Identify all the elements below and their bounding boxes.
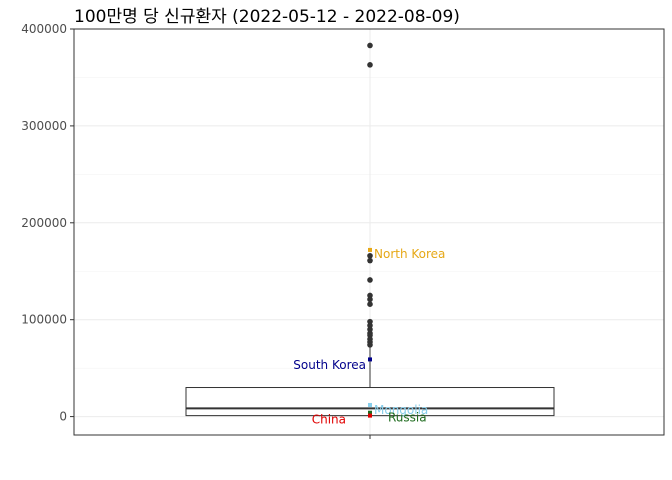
outlier-point <box>367 296 373 303</box>
grid <box>74 28 664 435</box>
outlier-point <box>367 342 373 348</box>
outlier-point <box>367 292 373 299</box>
highlight-point <box>368 413 372 418</box>
highlight-point <box>368 410 372 415</box>
highlight-point <box>368 247 372 252</box>
outlier-point <box>367 332 373 338</box>
y-tick-label: 300000 <box>21 119 67 133</box>
y-tick-label: 100000 <box>21 313 67 327</box>
outlier-point <box>367 62 373 68</box>
highlight-point <box>368 402 372 407</box>
outlier-point <box>367 322 373 329</box>
y-tick-label: 400000 <box>21 22 67 36</box>
outlier-point <box>367 318 373 325</box>
y-axis: 0 100000 200000 300000 400000 <box>21 22 371 439</box>
outlier-point <box>367 301 373 307</box>
y-tick-label: 200000 <box>21 216 67 230</box>
outlier-point <box>367 252 373 259</box>
plot-panel-border <box>73 28 665 436</box>
highlight-point <box>368 357 372 362</box>
country-label: North Korea <box>374 247 445 261</box>
y-tick-label: 0 <box>59 410 67 424</box>
outlier-point <box>367 277 373 283</box>
outlier-point <box>367 42 373 49</box>
outlier-point <box>367 326 373 333</box>
country-label: Russia <box>388 411 427 425</box>
country-label: China <box>312 412 346 426</box>
country-label: South Korea <box>293 358 366 372</box>
outlier-points <box>367 42 373 348</box>
chart-title: 100만명 당 신규환자 (2022-05-12 - 2022-08-09) <box>74 7 460 27</box>
country-label: Mongolia <box>374 403 428 417</box>
outlier-point <box>367 257 373 264</box>
